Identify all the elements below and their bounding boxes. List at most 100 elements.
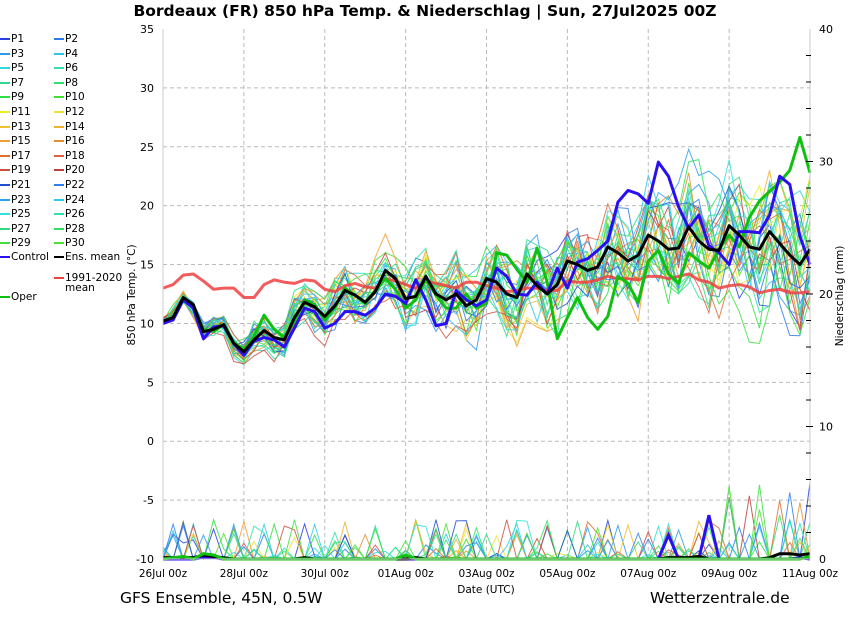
x-tick-label: 03Aug 00z	[458, 568, 515, 580]
legend-swatch	[0, 198, 10, 201]
x-tick-label: 28Jul 00z	[220, 568, 269, 580]
y-tick-label: 20	[140, 200, 154, 213]
member-line-p28	[162, 159, 811, 355]
legend-item: 1991-2020 mean	[54, 273, 122, 293]
legend-swatch	[54, 96, 64, 99]
legend-item: Oper	[0, 290, 37, 304]
legend-swatch	[0, 96, 10, 99]
legend-swatch	[54, 154, 64, 157]
legend-item: P13	[0, 120, 31, 134]
legend-item: P26	[54, 207, 85, 221]
legend-item: P10	[54, 90, 85, 104]
legend-item: P28	[54, 222, 85, 236]
y-tick-label: 0	[147, 435, 154, 448]
y-tick-label: -10	[136, 553, 154, 566]
legend-swatch	[54, 67, 64, 70]
y2-tick-label: 10	[819, 421, 833, 434]
legend-swatch	[54, 242, 64, 245]
legend-item: P21	[0, 178, 31, 192]
legend-label: P14	[65, 120, 85, 133]
legend-label: P23	[11, 193, 31, 206]
legend-item: P5	[0, 61, 24, 75]
legend-label: P6	[65, 62, 79, 75]
x-tick-label: 09Aug 00z	[701, 568, 758, 580]
legend-label: P16	[65, 135, 85, 148]
legend-label: P7	[11, 76, 25, 89]
series-line-oper	[162, 135, 812, 351]
legend-swatch	[0, 213, 10, 216]
legend-swatch	[0, 38, 10, 40]
legend-swatch	[54, 125, 64, 128]
legend-label: P18	[65, 149, 85, 162]
legend-label: P27	[11, 222, 31, 235]
legend-swatch	[0, 67, 10, 70]
legend-item: P4	[54, 47, 78, 61]
legend-item: P6	[54, 61, 78, 75]
legend-swatch	[0, 140, 10, 143]
axes: 35 30 25 20 15 10 5 0 -5 -10 40 30 20 10 0 26Jul 00z 28J…	[136, 23, 838, 580]
legend-swatch	[54, 111, 64, 113]
legend-item: P3	[0, 47, 24, 61]
legend-swatch	[54, 256, 64, 258]
legend-swatch	[0, 227, 10, 230]
legend-swatch	[54, 227, 64, 230]
legend-label: P25	[11, 208, 31, 221]
legend-item: P12	[54, 105, 85, 119]
legend-swatch	[0, 256, 10, 258]
footer-model-info: GFS Ensemble, 45N, 0.5W	[120, 589, 323, 607]
legend-label: P3	[11, 47, 25, 60]
legend-label: P19	[11, 164, 31, 177]
legend-swatch	[54, 81, 64, 84]
y2-axis-label: Niederschlag (mm)	[834, 246, 846, 347]
legend-swatch	[54, 213, 64, 216]
legend-item: Control	[0, 250, 49, 264]
legend-item: P16	[54, 134, 85, 148]
y2-tick-label: 20	[819, 288, 833, 301]
legend-item: P20	[54, 163, 85, 177]
series-line-control	[162, 160, 812, 357]
legend-swatch	[0, 81, 10, 84]
legend-swatch	[54, 184, 64, 186]
legend-label: P24	[65, 193, 85, 206]
legend-item: P14	[54, 120, 85, 134]
legend-swatch	[0, 125, 10, 128]
legend-label: P2	[65, 33, 79, 45]
legend-swatch	[0, 52, 10, 55]
legend-label: P30	[65, 237, 85, 250]
legend-swatch	[54, 198, 64, 201]
legend-item: P1	[0, 32, 24, 46]
legend-label: Control	[11, 251, 49, 263]
legend-item: Ens. mean	[54, 250, 120, 264]
x-tick-label: 05Aug 00z	[539, 568, 596, 580]
legend-item: P15	[0, 134, 31, 148]
series-line-ens-mean	[162, 224, 812, 354]
y-tick-label: 35	[140, 23, 154, 36]
legend-label: 1991-2020 mean	[65, 272, 123, 294]
legend-label: P13	[11, 120, 31, 133]
x-tick-label: 26Jul 00z	[139, 568, 188, 580]
x-axis-label: Date (UTC)	[457, 584, 514, 596]
legend-label: P9	[11, 91, 25, 104]
legend-label: P29	[11, 237, 31, 250]
legend-label: P22	[65, 179, 85, 191]
series-line-1991-2020-mean	[162, 272, 811, 300]
legend-item: P7	[0, 76, 24, 90]
y-tick-label: 5	[147, 376, 154, 389]
legend-item: P23	[0, 193, 31, 207]
legend-label: Ens. mean	[65, 251, 121, 263]
y-tick-label: 10	[140, 317, 154, 330]
legend-label: P11	[11, 106, 31, 118]
legend-item: P8	[54, 76, 78, 90]
legend-swatch	[54, 277, 64, 279]
legend-swatch	[0, 296, 10, 298]
legend-item: P25	[0, 207, 31, 221]
legend-item: P19	[0, 163, 31, 177]
legend-item: P29	[0, 236, 31, 250]
y-tick-label: 15	[140, 259, 154, 272]
legend-label: Oper	[11, 291, 37, 303]
member-line-p29	[162, 231, 811, 362]
y2-tick-label: 0	[819, 553, 826, 566]
chart-title: Bordeaux (FR) 850 hPa Temp. & Niederschl…	[133, 2, 717, 20]
legend-item: P30	[54, 236, 85, 250]
